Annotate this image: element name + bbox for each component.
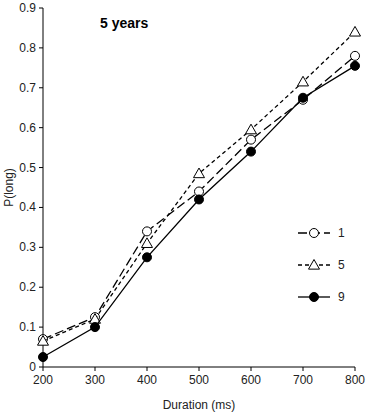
- title: 5 years: [100, 15, 148, 31]
- legend-label: 9: [338, 290, 345, 304]
- data-point: [143, 253, 152, 262]
- data-point: [350, 26, 361, 36]
- series-line: [43, 66, 355, 357]
- data-point: [143, 227, 152, 236]
- legend-label: 1: [338, 226, 345, 240]
- x-axis-label: Duration (ms): [163, 398, 236, 412]
- y-tick-label: 0.6: [19, 121, 36, 135]
- x-tick-label: 200: [33, 373, 53, 387]
- data-point: [351, 51, 360, 60]
- x-tick: [251, 367, 252, 371]
- y-tick: [39, 87, 43, 88]
- data-point: [142, 238, 153, 248]
- y-tick-label: 0.2: [19, 280, 36, 294]
- x-tick: [95, 367, 96, 371]
- x-tick: [355, 367, 356, 371]
- y-tick: [39, 167, 43, 168]
- legend-marker: [309, 260, 320, 270]
- data-point: [91, 323, 100, 332]
- legend: 1 5 9: [298, 226, 345, 304]
- chart: 0 0.1 0.2 0.3 0.4 0.5 0.6 0.7 0.8 0.9 200 300 400 500…: [0, 0, 375, 417]
- data-point: [195, 195, 204, 204]
- legend-marker: [310, 229, 319, 238]
- x-tick: [303, 367, 304, 371]
- y-tick-label: 0.8: [19, 41, 36, 55]
- y-axis: [43, 8, 44, 367]
- y-tick: [39, 47, 43, 48]
- y-tick: [39, 127, 43, 128]
- data-point: [299, 93, 308, 102]
- data-point: [247, 147, 256, 156]
- legend-label: 5: [338, 258, 345, 272]
- data-point: [247, 135, 256, 144]
- x-tick: [199, 367, 200, 371]
- y-tick-label: 0.9: [19, 1, 36, 15]
- y-tick-label: 0.3: [19, 240, 36, 254]
- y-tick: [39, 327, 43, 328]
- y-tick: [39, 247, 43, 248]
- plot-area: [38, 26, 361, 361]
- series-line: [43, 32, 355, 341]
- x-tick-label: 500: [189, 373, 209, 387]
- y-tick: [39, 367, 43, 368]
- x-tick-label: 600: [241, 373, 261, 387]
- y-axis-label: P(long): [2, 168, 16, 207]
- y-tick-label: 0.5: [19, 161, 36, 175]
- data-point: [298, 76, 309, 86]
- data-point: [39, 353, 48, 362]
- y-tick-label: 0.4: [19, 200, 36, 214]
- x-tick: [147, 367, 148, 371]
- data-point: [351, 61, 360, 70]
- x-tick-label: 400: [137, 373, 157, 387]
- data-point: [246, 124, 257, 134]
- data-point: [38, 336, 49, 346]
- series-line: [43, 56, 355, 339]
- y-tick: [39, 207, 43, 208]
- x-tick-label: 800: [345, 373, 365, 387]
- data-point: [194, 168, 205, 178]
- x-tick-label: 300: [85, 373, 105, 387]
- y-tick-label: 0: [29, 360, 36, 374]
- y-tick-label: 0.7: [19, 81, 36, 95]
- legend-marker: [310, 293, 319, 302]
- y-tick: [39, 8, 43, 9]
- y-tick-label: 0.1: [19, 320, 36, 334]
- x-tick-label: 700: [293, 373, 313, 387]
- y-tick: [39, 287, 43, 288]
- x-tick: [43, 367, 44, 371]
